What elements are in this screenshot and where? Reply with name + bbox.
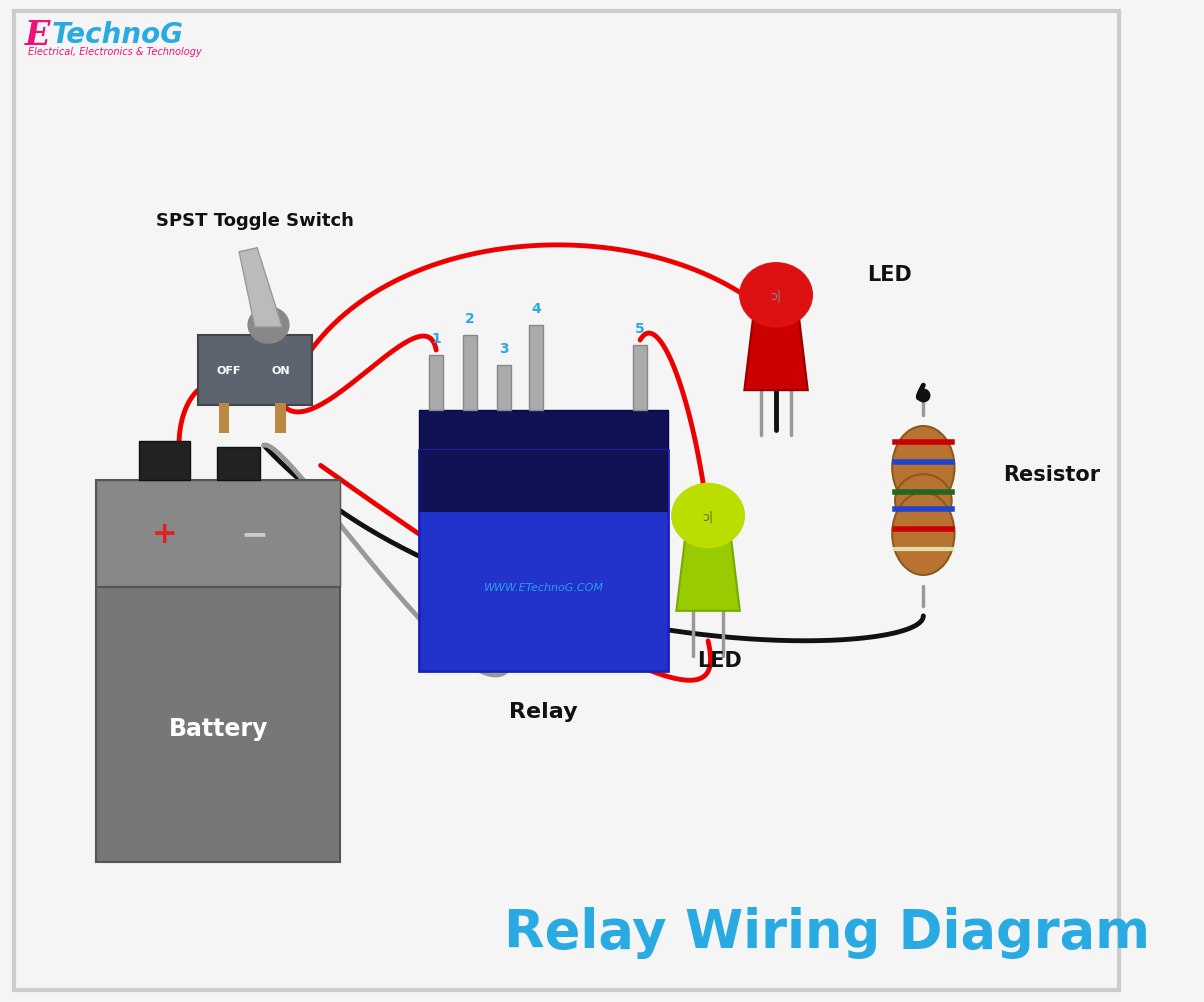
Circle shape [248, 308, 289, 344]
Bar [217, 448, 260, 481]
Ellipse shape [892, 427, 955, 509]
Text: 4: 4 [531, 302, 541, 316]
Text: ↄ|: ↄ| [702, 510, 714, 522]
Text: Relay Wiring Diagram: Relay Wiring Diagram [504, 906, 1150, 958]
Bar [529, 326, 543, 411]
Text: LED: LED [867, 265, 911, 285]
Bar [430, 356, 443, 411]
Text: OFF: OFF [217, 366, 241, 376]
Text: TechnoG: TechnoG [52, 21, 184, 49]
Text: SPST Toggle Switch: SPST Toggle Switch [157, 211, 354, 229]
Text: +: + [152, 520, 177, 549]
Text: Electrical, Electronics & Technology: Electrical, Electronics & Technology [29, 47, 202, 57]
Bar [464, 336, 477, 411]
Bar [276, 404, 285, 434]
Polygon shape [677, 536, 739, 611]
Bar [497, 366, 510, 411]
Ellipse shape [895, 475, 951, 527]
Bar [96, 481, 340, 862]
Text: 5: 5 [636, 322, 645, 336]
Text: −: − [241, 518, 268, 551]
Text: E: E [25, 19, 51, 51]
Text: 2: 2 [465, 312, 476, 326]
Text: LED: LED [697, 650, 742, 670]
Text: Relay: Relay [509, 701, 578, 721]
FancyBboxPatch shape [199, 336, 312, 406]
Bar [633, 346, 647, 411]
Text: 1: 1 [431, 332, 441, 346]
FancyBboxPatch shape [419, 411, 668, 451]
Text: WWW.ETechnoG.COM: WWW.ETechnoG.COM [484, 582, 604, 592]
FancyBboxPatch shape [419, 451, 668, 671]
Bar [419, 451, 668, 513]
Text: ON: ON [272, 366, 290, 376]
Circle shape [672, 484, 744, 548]
Text: ↄ|: ↄ| [771, 290, 781, 302]
Circle shape [739, 264, 813, 328]
Text: Resistor: Resistor [1003, 465, 1099, 485]
Bar [219, 404, 229, 434]
Polygon shape [240, 248, 282, 328]
Text: Battery: Battery [169, 716, 267, 740]
Bar [96, 481, 340, 587]
Text: 3: 3 [500, 342, 509, 356]
Polygon shape [744, 316, 808, 391]
Bar [138, 442, 190, 481]
Ellipse shape [892, 493, 955, 575]
